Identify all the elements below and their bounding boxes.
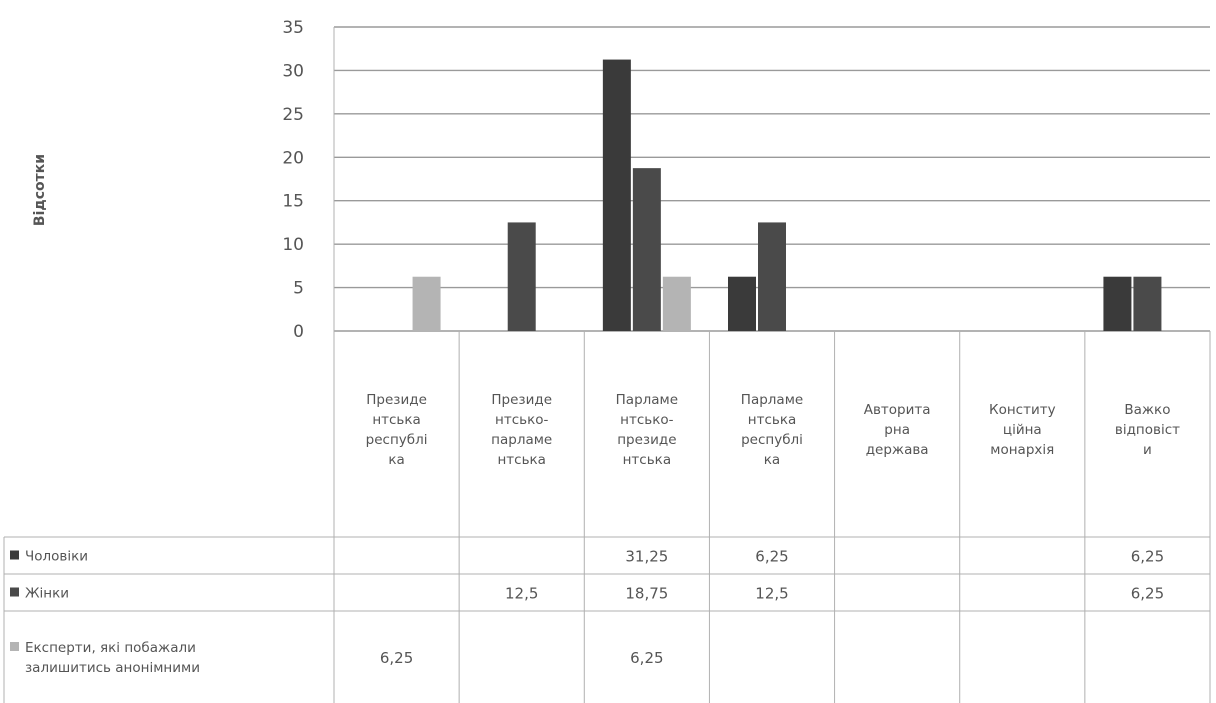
legend-swatch xyxy=(10,550,19,560)
data-label: 18,75 xyxy=(625,585,668,603)
category-label: республі xyxy=(741,432,803,448)
bar xyxy=(412,276,441,331)
category-label: нтська xyxy=(623,452,672,468)
category-label: рна xyxy=(884,422,910,438)
y-tick-label: 15 xyxy=(282,192,304,212)
bar xyxy=(507,222,536,331)
bar xyxy=(1133,276,1162,331)
y-tick-label: 35 xyxy=(282,18,304,38)
y-tick-label: 30 xyxy=(282,61,304,81)
data-label: 12,5 xyxy=(505,585,538,603)
y-tick-label: 10 xyxy=(282,235,304,255)
data-label: 6,25 xyxy=(1131,585,1164,603)
category-label: держава xyxy=(866,442,929,458)
data-label: 6,25 xyxy=(380,649,413,667)
category-label: нтсько- xyxy=(495,412,548,428)
bar xyxy=(662,276,691,331)
legend-label: залишитись анонімними xyxy=(25,660,200,676)
bar xyxy=(602,59,631,331)
category-label: ційна xyxy=(1003,422,1042,438)
category-label: Конститу xyxy=(989,402,1056,418)
category-label: монархія xyxy=(990,442,1054,458)
category-label: Президе xyxy=(366,392,427,408)
y-tick-label: 5 xyxy=(293,279,304,299)
category-label: президе xyxy=(617,432,676,448)
data-label: 31,25 xyxy=(625,548,668,566)
y-tick-label: 25 xyxy=(282,105,304,125)
bar xyxy=(728,276,756,331)
bar xyxy=(758,222,786,331)
category-label: Парламе xyxy=(616,392,678,408)
bar xyxy=(1103,276,1132,331)
category-label: нтсько- xyxy=(620,412,673,428)
y-axis-label: Відсотки xyxy=(32,154,48,226)
y-tick-label: 20 xyxy=(282,148,304,168)
data-table xyxy=(3,27,1211,703)
y-tick-label: 0 xyxy=(293,322,304,342)
category-label: ка xyxy=(388,452,404,468)
category-label: парламе xyxy=(491,432,552,448)
category-label: нтська xyxy=(372,412,421,428)
category-label: Президе xyxy=(491,392,552,408)
category-label: и xyxy=(1143,442,1152,458)
legend-swatch xyxy=(10,642,19,651)
category-label: відповіст xyxy=(1115,422,1180,438)
category-label: Парламе xyxy=(741,392,803,408)
legend-swatch xyxy=(10,587,19,597)
bars xyxy=(412,59,1162,331)
data-label: 6,25 xyxy=(1131,548,1164,566)
data-label: 6,25 xyxy=(630,649,663,667)
data-label: 6,25 xyxy=(755,548,788,566)
data-label: 12,5 xyxy=(755,585,788,603)
legend-label: Жінки xyxy=(25,586,69,602)
bar xyxy=(632,168,661,331)
category-label: Важко xyxy=(1124,402,1170,418)
category-label: ка xyxy=(764,452,780,468)
category-label: Авторита xyxy=(864,402,931,418)
category-label: республі xyxy=(366,432,428,448)
legend-label: Чоловіки xyxy=(25,549,88,565)
category-label: нтська xyxy=(497,452,546,468)
category-label: нтська xyxy=(748,412,797,428)
legend-label: Експерти, які побажали xyxy=(25,640,196,656)
labels: 35 30 25 20 15 10 5 0 Президе нтська республі ка Пре… xyxy=(10,18,1180,676)
